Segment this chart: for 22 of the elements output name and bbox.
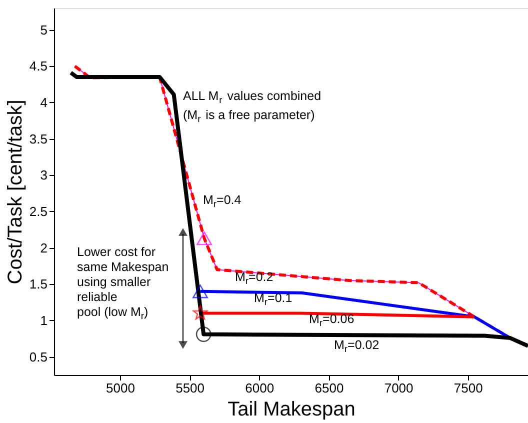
point xyxy=(192,306,208,320)
x-tick-label: 5500 xyxy=(176,380,205,396)
point xyxy=(192,284,208,298)
x-axis-title: Tail Makespan xyxy=(228,398,356,420)
y-tick-label: 1 xyxy=(40,312,48,328)
y-axis-title: Cost/Task [cent/task] xyxy=(4,100,26,284)
y-tick-label: 4.5 xyxy=(29,58,48,74)
point xyxy=(196,326,212,342)
y-tick-label: 2.5 xyxy=(29,204,48,219)
y-tick-label: 4 xyxy=(40,94,48,110)
x-tick-label: 6000 xyxy=(245,380,274,396)
y-tick-label: 0.5 xyxy=(29,349,48,364)
x-tick-label: 6500 xyxy=(314,380,344,396)
x-tick-label: 5000 xyxy=(106,380,135,396)
point xyxy=(196,232,212,246)
y-tick-label: 5 xyxy=(40,22,48,38)
y-tick-label: 3 xyxy=(40,168,48,183)
y-tick-label: 3.5 xyxy=(29,131,48,146)
x-tick-label: 7500 xyxy=(454,380,483,396)
y-tick-label: 1.5 xyxy=(29,276,48,292)
y-tick-label: 2 xyxy=(40,240,48,256)
x-tick-label: 7000 xyxy=(384,380,414,396)
